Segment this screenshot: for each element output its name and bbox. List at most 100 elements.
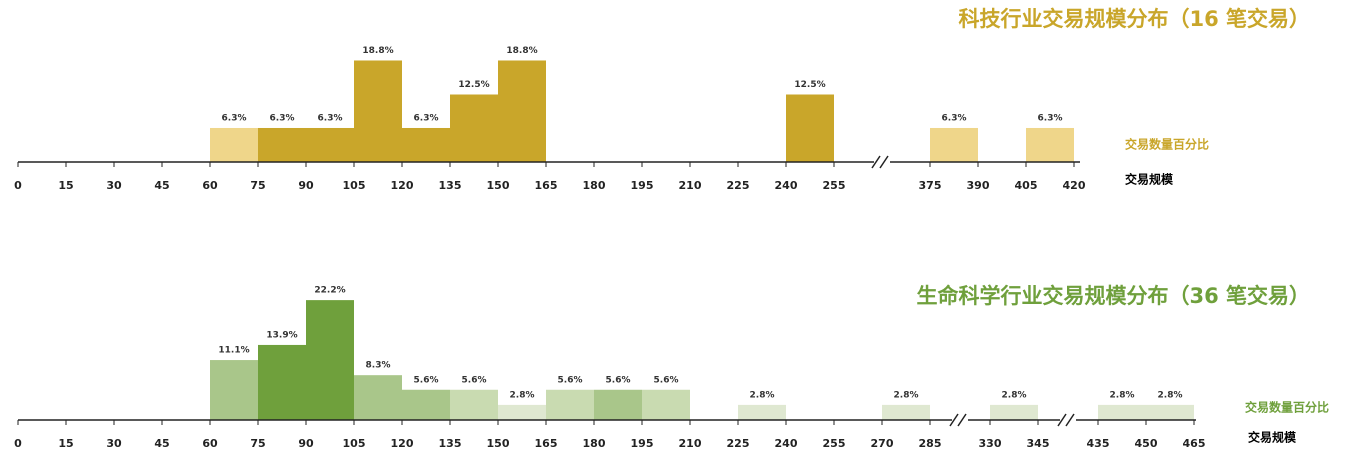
bar [210,127,258,162]
value-label: 5.6% [606,375,631,385]
x-tick-label: 435 [1087,437,1110,450]
value-label: 6.3% [270,113,295,123]
x-axis-label: 交易规模 [1248,430,1297,445]
bar [402,389,450,420]
bar [1026,127,1074,162]
x-tick-label: 90 [298,179,314,192]
value-label: 5.6% [558,375,583,385]
bar [642,389,690,420]
value-label: 2.8% [750,390,775,400]
x-tick-label: 120 [391,179,414,192]
value-label: 5.6% [462,375,487,385]
y-axis-label: 交易数量百分比 [1125,137,1209,152]
value-label: 6.3% [414,113,439,123]
value-label: 18.8% [362,46,393,56]
value-label: 6.3% [318,113,343,123]
x-tick-label: 225 [727,179,750,192]
value-label: 11.1% [218,346,249,356]
bar [354,375,402,420]
x-tick-label: 60 [202,179,218,192]
bar [738,404,786,420]
bar [450,389,498,420]
x-tick-label: 255 [823,179,846,192]
axis-break [1057,413,1067,427]
bar [258,344,306,420]
x-tick-label: 30 [106,437,122,450]
x-tick-label: 30 [106,179,122,192]
bar [930,127,978,162]
x-tick-label: 180 [583,179,606,192]
value-label: 12.5% [458,80,489,90]
x-tick-label: 0 [14,437,22,450]
x-tick-label: 15 [58,437,73,450]
x-tick-label: 270 [871,437,894,450]
x-tick-label: 75 [250,179,265,192]
chart-title: 科技行业交易规模分布（16 笔交易） [958,7,1310,31]
bar [402,127,450,162]
x-tick-label: 165 [535,437,558,450]
value-label: 6.3% [222,113,247,123]
x-tick-label: 195 [631,437,654,450]
bar [258,127,306,162]
x-tick-label: 210 [679,179,702,192]
y-axis-label: 交易数量百分比 [1245,400,1329,415]
value-label: 18.8% [506,46,537,56]
bar [498,404,546,420]
bar [1146,404,1194,420]
value-label: 5.6% [654,375,679,385]
x-tick-label: 15 [58,179,73,192]
bar [306,300,354,420]
bar [354,60,402,163]
value-label: 2.8% [1158,390,1183,400]
x-tick-label: 105 [343,437,366,450]
x-tick-label: 0 [14,179,22,192]
x-tick-label: 285 [919,437,942,450]
x-tick-label: 60 [202,437,218,450]
x-tick-label: 45 [154,179,169,192]
bar [306,127,354,162]
axis-break [879,155,889,169]
bar [210,360,258,420]
x-tick-label: 405 [1015,179,1038,192]
bar [1098,404,1146,420]
axis-break [1065,413,1075,427]
value-label: 8.3% [366,361,391,371]
bar [498,60,546,163]
value-label: 12.5% [794,80,825,90]
value-label: 2.8% [510,390,535,400]
chart-title: 生命科学行业交易规模分布（36 笔交易） [916,284,1310,308]
x-tick-label: 45 [154,437,169,450]
x-tick-label: 90 [298,437,314,450]
x-tick-label: 465 [1183,437,1206,450]
value-label: 22.2% [314,286,345,296]
value-label: 13.9% [266,330,297,340]
x-tick-label: 255 [823,437,846,450]
value-label: 6.3% [1038,113,1063,123]
bar [786,94,834,162]
x-axis-label: 交易规模 [1125,172,1174,187]
value-label: 2.8% [1110,390,1135,400]
x-tick-label: 135 [439,437,462,450]
value-label: 6.3% [942,113,967,123]
bar [594,389,642,420]
x-tick-label: 240 [775,437,798,450]
x-tick-label: 450 [1135,437,1158,450]
bar [882,404,930,420]
x-tick-label: 225 [727,437,750,450]
x-tick-label: 150 [487,179,510,192]
x-tick-label: 180 [583,437,606,450]
axis-break [957,413,967,427]
value-label: 2.8% [1002,390,1027,400]
value-label: 5.6% [414,375,439,385]
x-tick-label: 165 [535,179,558,192]
axis-break [871,155,881,169]
x-tick-label: 240 [775,179,798,192]
bar [546,389,594,420]
bar [990,404,1038,420]
x-tick-label: 135 [439,179,462,192]
x-tick-label: 330 [979,437,1002,450]
x-tick-label: 105 [343,179,366,192]
x-tick-label: 210 [679,437,702,450]
x-tick-label: 120 [391,437,414,450]
